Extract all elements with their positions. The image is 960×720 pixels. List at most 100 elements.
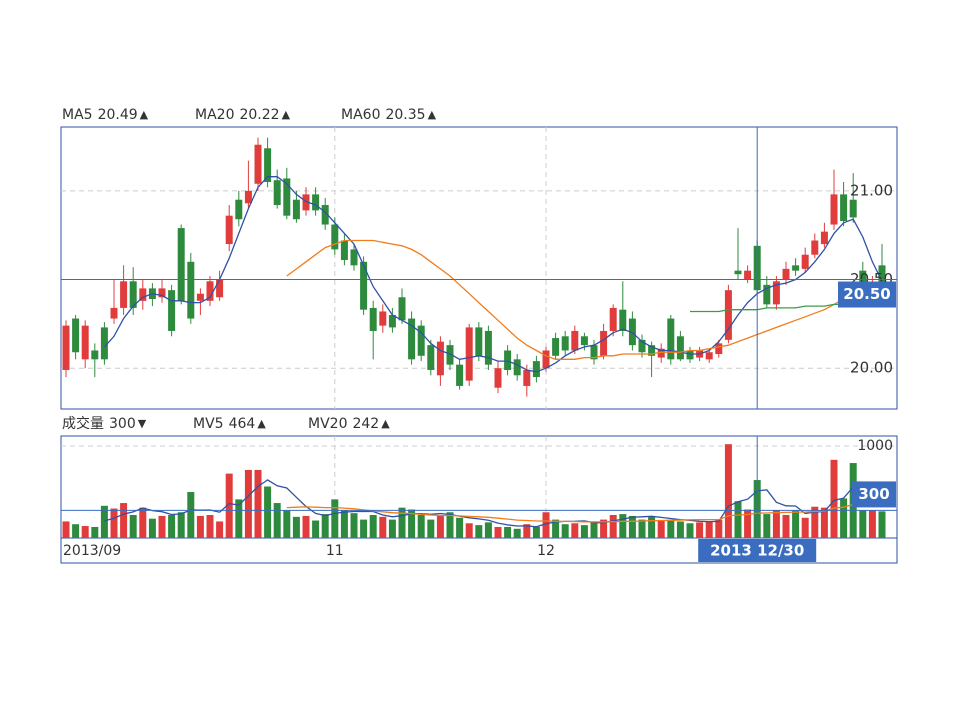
candle-body bbox=[705, 352, 713, 360]
volume-bar bbox=[81, 526, 89, 538]
volume-bar bbox=[292, 516, 300, 538]
candle-body bbox=[782, 268, 790, 280]
candle-body bbox=[225, 215, 233, 245]
volume-bar bbox=[120, 503, 128, 538]
volume-bar bbox=[552, 519, 560, 538]
volume-bar bbox=[110, 508, 118, 538]
candle-body bbox=[158, 288, 166, 298]
candle-body bbox=[820, 231, 828, 245]
volume-bar bbox=[264, 486, 272, 538]
candle-body bbox=[590, 345, 598, 360]
candle-body bbox=[436, 341, 444, 376]
volume-bar bbox=[216, 521, 224, 538]
volume-bar bbox=[619, 514, 627, 538]
x-tick-label: 2013/09 bbox=[63, 543, 121, 559]
volume-bar bbox=[206, 515, 214, 538]
candle-body bbox=[686, 350, 694, 360]
candle-body bbox=[62, 325, 70, 370]
price-panel bbox=[60, 126, 898, 410]
legend-value: 20.49 bbox=[98, 107, 138, 123]
volume-bar bbox=[302, 515, 310, 538]
volume-bar bbox=[417, 515, 425, 538]
volume-panel bbox=[60, 435, 898, 539]
volume-bar bbox=[350, 513, 358, 538]
candle-body bbox=[187, 261, 195, 319]
ma-line bbox=[286, 239, 883, 360]
legend-arrow: ▲ bbox=[381, 417, 390, 430]
volume-bar bbox=[446, 512, 454, 538]
candle-body bbox=[177, 228, 185, 301]
legend-name: MA60 bbox=[341, 107, 380, 123]
candle-body bbox=[600, 330, 608, 356]
volume-bar bbox=[72, 524, 80, 538]
candle-body bbox=[196, 293, 204, 301]
y-tick-label: 20.00 bbox=[850, 359, 893, 377]
volume-bar bbox=[763, 514, 771, 538]
legend-value: 20.22 bbox=[239, 107, 279, 123]
legend-value: 20.35 bbox=[385, 107, 425, 123]
candle-body bbox=[734, 270, 742, 275]
candle-body bbox=[321, 205, 329, 225]
candle-body bbox=[638, 339, 646, 353]
volume-bar bbox=[100, 505, 108, 538]
candle-body bbox=[628, 318, 636, 346]
price-tag-label: 20.50 bbox=[843, 285, 890, 303]
volume-bar bbox=[379, 516, 387, 538]
candle-body bbox=[292, 199, 300, 220]
volume-bar bbox=[465, 523, 473, 538]
volume-bar bbox=[225, 473, 233, 538]
price-tag bbox=[838, 281, 896, 308]
volume-bar bbox=[312, 520, 320, 538]
candle-body bbox=[561, 336, 569, 351]
legend-name: MV5 bbox=[193, 416, 224, 432]
candle-body bbox=[283, 178, 291, 216]
volume-bar bbox=[686, 523, 694, 538]
candle-body bbox=[340, 240, 348, 261]
volume-bar bbox=[129, 515, 137, 538]
volume-bar bbox=[657, 520, 665, 538]
candle-body bbox=[456, 364, 464, 386]
candle-body bbox=[254, 144, 262, 184]
volume-bar bbox=[456, 517, 464, 538]
volume-bar bbox=[590, 521, 598, 538]
candle-body bbox=[513, 359, 521, 376]
volume-bar bbox=[91, 526, 99, 538]
volume-bar bbox=[427, 519, 435, 538]
volume-bar bbox=[792, 510, 800, 538]
candle-body bbox=[302, 194, 310, 211]
candle-body bbox=[129, 281, 137, 308]
candle-body bbox=[446, 345, 454, 365]
volume-bar bbox=[676, 521, 684, 538]
candle-body bbox=[360, 261, 368, 310]
volume-bar bbox=[139, 507, 147, 538]
candle-body bbox=[552, 338, 560, 356]
volume-bar bbox=[254, 469, 262, 538]
volume-bar bbox=[696, 522, 704, 538]
volume-bar bbox=[513, 528, 521, 538]
volume-bar bbox=[878, 511, 886, 538]
volume-tag-label: 300 bbox=[858, 485, 889, 503]
candle-body bbox=[216, 279, 224, 298]
volume-bar bbox=[388, 519, 396, 538]
candle-body bbox=[484, 330, 492, 365]
volume-bar bbox=[744, 509, 752, 538]
candle-body bbox=[369, 307, 377, 331]
legend-arrow: ▲ bbox=[282, 108, 291, 121]
volume-bar bbox=[715, 519, 723, 538]
candle-body bbox=[417, 325, 425, 356]
candle-body bbox=[580, 336, 588, 346]
candle-body bbox=[609, 307, 617, 331]
candle-body bbox=[542, 350, 550, 369]
volume-legend-name: 成交量 bbox=[62, 415, 104, 432]
candle-body bbox=[715, 343, 723, 355]
volume-bar bbox=[244, 469, 252, 538]
candle-body bbox=[235, 199, 243, 220]
volume-bar bbox=[331, 499, 339, 538]
volume-bar bbox=[561, 524, 569, 538]
candle-body bbox=[619, 309, 627, 331]
candle-body bbox=[532, 361, 540, 378]
candle-body bbox=[571, 330, 579, 351]
candle-body bbox=[427, 345, 435, 370]
volume-bar bbox=[628, 515, 636, 538]
